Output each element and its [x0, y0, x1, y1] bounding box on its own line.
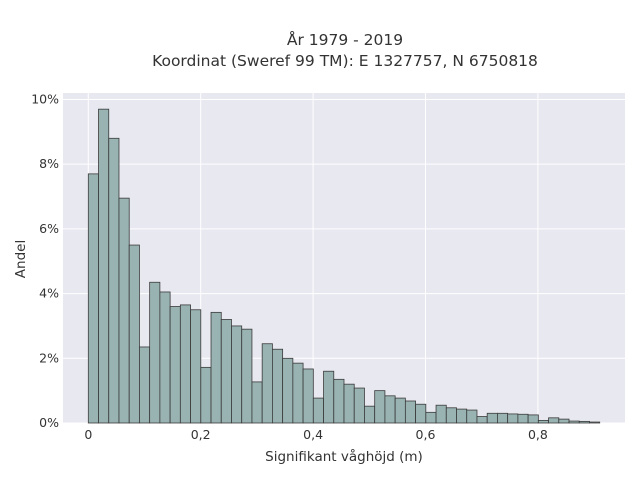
histogram-bar	[323, 370, 335, 424]
x-tick-label: 0,2	[191, 427, 211, 442]
x-axis-ticks: 0 0,2 0,4 0,6 0,8	[84, 427, 548, 442]
histogram-bars	[87, 108, 601, 424]
histogram-bar	[558, 418, 570, 424]
histogram-bar	[476, 416, 488, 424]
histogram-bar	[384, 395, 396, 424]
histogram-bar	[497, 412, 509, 424]
histogram-bar	[139, 346, 151, 424]
histogram-bar	[200, 366, 212, 424]
histogram-bar	[98, 108, 110, 424]
x-tick-label: 0,8	[528, 427, 548, 442]
histogram-bar	[425, 411, 437, 424]
histogram-bar	[568, 420, 580, 424]
x-tick-label: 0,6	[416, 427, 436, 442]
histogram-bar	[415, 403, 427, 424]
histogram-bar	[302, 368, 314, 424]
histogram-bar	[210, 311, 222, 424]
histogram-bar	[578, 420, 590, 424]
histogram-bar	[169, 306, 181, 424]
histogram-bar	[589, 421, 601, 424]
histogram-bar	[108, 137, 120, 424]
chart-title-line-1: År 1979 - 2019	[287, 30, 403, 49]
y-tick-label: 0%	[39, 415, 59, 430]
x-axis-label: Signifikant våghöjd (m)	[265, 448, 423, 465]
chart-title-line-2: Koordinat (Sweref 99 TM): E 1327757, N 6…	[152, 52, 538, 70]
y-tick-label: 8%	[39, 156, 59, 171]
x-tick-label: 0	[84, 427, 92, 442]
histogram-bar	[343, 383, 355, 424]
histogram-bar	[507, 413, 519, 424]
histogram-bar	[548, 417, 560, 424]
histogram-bar	[537, 420, 549, 424]
histogram-bar	[456, 408, 468, 424]
histogram-bar	[149, 281, 161, 424]
histogram-bar	[435, 404, 447, 424]
histogram-bar	[404, 400, 416, 424]
histogram-bar	[466, 409, 478, 424]
histogram-bar	[118, 197, 130, 424]
histogram-bar	[87, 173, 99, 424]
histogram-bar	[128, 244, 140, 424]
histogram-bar	[394, 397, 406, 424]
histogram-bar	[527, 414, 539, 424]
histogram-bar	[190, 309, 202, 424]
y-tick-label: 4%	[39, 286, 59, 301]
histogram-bar	[312, 397, 324, 424]
histogram-bar	[333, 378, 345, 424]
histogram-bar	[282, 357, 294, 424]
histogram-bar	[272, 348, 284, 424]
histogram-bar	[445, 407, 457, 424]
histogram-bar	[517, 413, 529, 424]
x-tick-label: 0,4	[303, 427, 323, 442]
histogram-bar	[364, 405, 376, 424]
histogram-bar	[486, 412, 498, 424]
histogram-bar	[251, 381, 263, 424]
y-axis-ticks: 0% 2% 4% 6% 8% 10%	[31, 91, 59, 430]
y-tick-label: 6%	[39, 221, 59, 236]
histogram-bar	[220, 319, 232, 424]
histogram-bar	[353, 387, 365, 424]
histogram-bar	[241, 328, 253, 424]
histogram-bar	[231, 325, 243, 424]
histogram-bar	[179, 304, 191, 424]
histogram-bar	[261, 343, 273, 424]
y-tick-label: 10%	[31, 91, 59, 106]
y-axis-label: Andel	[13, 240, 29, 278]
y-tick-label: 2%	[39, 350, 59, 365]
histogram-bar	[374, 390, 386, 424]
histogram-bar	[159, 291, 171, 424]
histogram-bar	[292, 362, 304, 424]
